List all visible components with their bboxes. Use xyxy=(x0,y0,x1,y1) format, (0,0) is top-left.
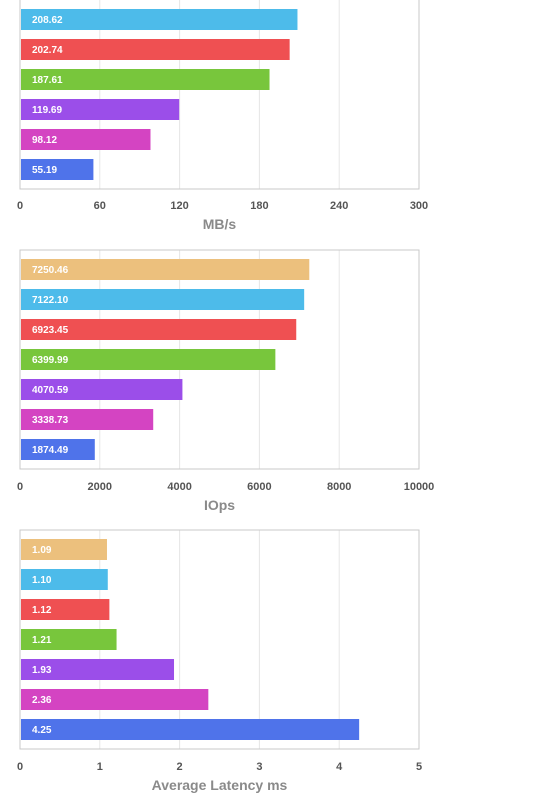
plot-frame xyxy=(19,249,420,470)
x-tick-label: 0 xyxy=(17,200,23,212)
bar xyxy=(21,719,360,740)
bar-value-label: 1874.49 xyxy=(32,445,69,456)
bar xyxy=(21,409,154,430)
bar-value-label: 4070.59 xyxy=(32,385,69,396)
bar-value-label: 119.69 xyxy=(32,105,62,116)
x-tick-label: 2000 xyxy=(88,481,112,493)
bar-value-label: 1.93 xyxy=(32,665,52,676)
chart-1: 208.62 202.74 187.61 119.69 98.12 55.19 0 60 120… xyxy=(17,0,428,232)
chart-2: 7250.46 7122.10 6923.45 6399.99 4070.59 3338.… xyxy=(17,249,435,513)
bar-value-label: 1.10 xyxy=(32,575,52,586)
plot-frame xyxy=(19,0,420,190)
bar xyxy=(21,569,108,590)
chart-3: 1.09 1.10 1.12 1.21 1.93 2.36 4.25 0 1 2 3 4 5 Averag… xyxy=(17,529,422,793)
bar xyxy=(21,379,183,400)
bar-value-label: 98.12 xyxy=(32,135,57,146)
x-axis-label: Average Latency ms xyxy=(152,777,288,793)
bar-value-label: 3338.73 xyxy=(32,415,69,426)
x-tick-label: 3 xyxy=(256,761,262,773)
x-axis-label: IOps xyxy=(204,497,235,513)
bar-value-label: 6399.99 xyxy=(32,355,69,366)
bar xyxy=(21,129,151,150)
x-tick-label: 240 xyxy=(330,200,348,212)
bar xyxy=(21,319,297,340)
x-tick-label: 300 xyxy=(410,200,428,212)
bar xyxy=(21,9,298,30)
bar-value-label: 7250.46 xyxy=(32,265,69,276)
bar-value-label: 202.74 xyxy=(32,45,63,56)
bar xyxy=(21,289,305,310)
x-tick-label: 0 xyxy=(17,761,23,773)
bar-value-label: 1.09 xyxy=(32,545,52,556)
bar xyxy=(21,349,276,370)
bar-value-label: 208.62 xyxy=(32,15,63,26)
x-tick-label: 180 xyxy=(250,200,268,212)
x-tick-label: 0 xyxy=(17,481,23,493)
bar-value-label: 1.12 xyxy=(32,605,52,616)
bar xyxy=(21,599,110,620)
bar-value-label: 6923.45 xyxy=(32,325,69,336)
bar-value-label: 1.21 xyxy=(32,635,52,646)
bar xyxy=(21,69,270,90)
x-tick-label: 8000 xyxy=(327,481,351,493)
bar-value-label: 55.19 xyxy=(32,165,57,176)
x-tick-label: 6000 xyxy=(247,481,271,493)
bar-value-label: 2.36 xyxy=(32,695,52,706)
x-tick-label: 2 xyxy=(177,761,183,773)
bar xyxy=(21,439,95,460)
x-tick-label: 5 xyxy=(416,761,422,773)
x-axis-label: MB/s xyxy=(203,216,237,232)
bar xyxy=(21,689,209,710)
bar-value-label: 4.25 xyxy=(32,725,52,736)
x-tick-label: 10000 xyxy=(404,481,435,493)
x-tick-label: 4000 xyxy=(167,481,191,493)
x-tick-label: 1 xyxy=(97,761,103,773)
plot-frame xyxy=(19,529,420,750)
bar xyxy=(21,159,94,180)
bar-value-label: 187.61 xyxy=(32,75,63,86)
bar xyxy=(21,39,290,60)
x-tick-label: 120 xyxy=(170,200,188,212)
x-tick-label: 60 xyxy=(94,200,106,212)
x-tick-label: 4 xyxy=(336,761,343,773)
bar xyxy=(21,629,117,650)
bar xyxy=(21,659,175,680)
bar xyxy=(21,99,180,120)
bar xyxy=(21,259,310,280)
bar-value-label: 7122.10 xyxy=(32,295,69,306)
bar xyxy=(21,539,107,560)
